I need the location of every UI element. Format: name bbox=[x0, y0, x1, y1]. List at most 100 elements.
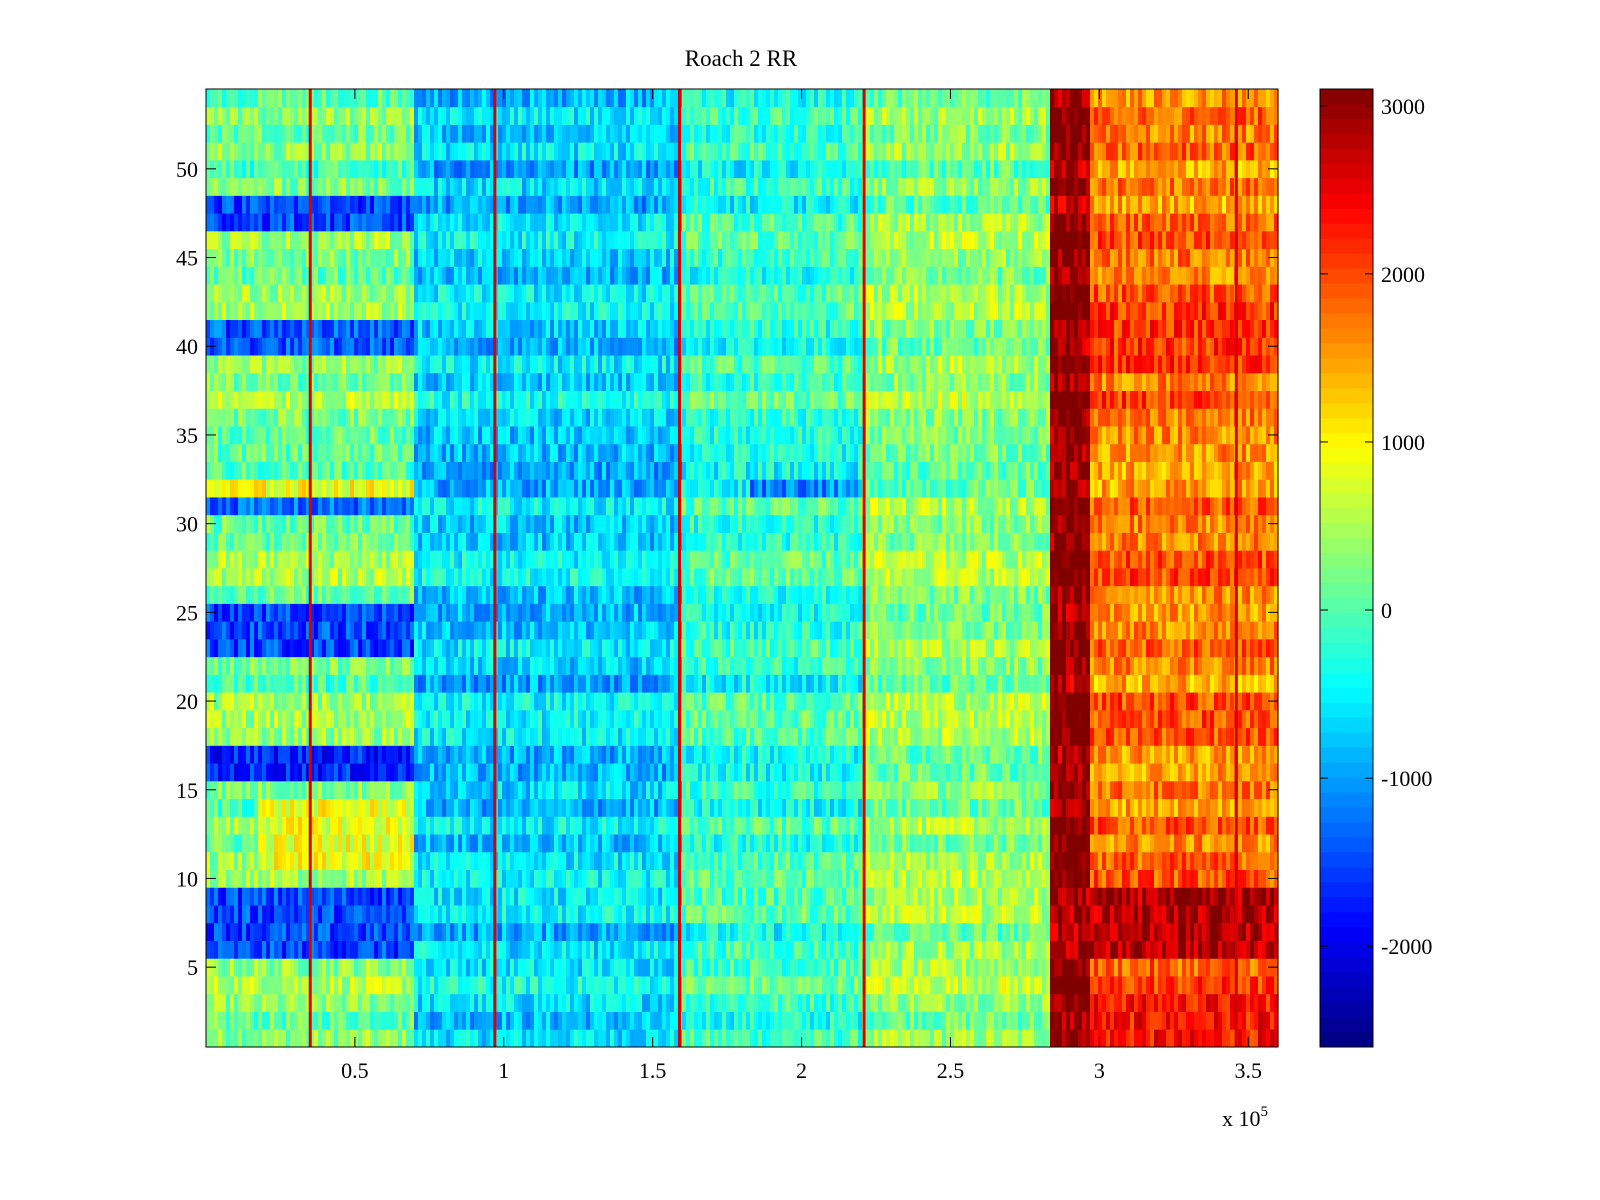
heatmap-cell bbox=[214, 958, 219, 977]
heatmap-cell bbox=[934, 887, 939, 906]
heatmap-cell bbox=[498, 922, 503, 941]
heatmap-cell bbox=[454, 922, 459, 941]
heatmap-cell bbox=[1126, 851, 1131, 870]
heatmap-cell bbox=[658, 780, 663, 800]
heatmap-cell bbox=[1138, 976, 1143, 995]
heatmap-cell bbox=[978, 976, 983, 995]
heatmap-cell bbox=[1154, 851, 1159, 870]
heatmap-cell bbox=[350, 869, 355, 888]
heatmap-cell bbox=[378, 993, 383, 1012]
heatmap-cell bbox=[1114, 905, 1119, 924]
heatmap-cell bbox=[1066, 745, 1071, 764]
heatmap-cell bbox=[610, 727, 615, 746]
heatmap-cell bbox=[970, 940, 975, 959]
heatmap-cell bbox=[1154, 993, 1159, 1012]
heatmap-cell bbox=[882, 869, 887, 888]
heatmap-cell bbox=[930, 1011, 935, 1030]
heatmap-cell bbox=[818, 1011, 823, 1030]
heatmap-cell bbox=[230, 869, 235, 888]
heatmap-cell bbox=[1074, 1011, 1079, 1030]
heatmap-cell bbox=[802, 834, 807, 853]
heatmap-cell bbox=[1154, 922, 1159, 941]
heatmap-cell bbox=[1062, 940, 1067, 959]
heatmap-cell bbox=[758, 940, 763, 959]
heatmap-cell bbox=[362, 780, 367, 800]
heatmap-cell bbox=[1034, 940, 1039, 959]
heatmap-cell bbox=[738, 798, 743, 817]
heatmap-cell bbox=[234, 958, 239, 977]
heatmap-cell bbox=[926, 745, 931, 764]
heatmap-cell bbox=[1254, 798, 1259, 817]
heatmap-cell bbox=[282, 798, 287, 817]
heatmap-cell bbox=[358, 1011, 363, 1030]
heatmap-cell bbox=[274, 780, 279, 800]
heatmap-cell bbox=[886, 940, 891, 959]
heatmap-cell bbox=[794, 816, 799, 835]
heatmap-cell bbox=[650, 816, 655, 835]
heatmap-cell bbox=[838, 1011, 843, 1030]
heatmap-cell bbox=[682, 869, 687, 888]
heatmap-cell bbox=[750, 780, 755, 800]
heatmap-cell bbox=[642, 709, 647, 729]
heatmap-cell bbox=[870, 958, 875, 977]
heatmap-cell bbox=[926, 798, 931, 817]
heatmap-cell bbox=[694, 940, 699, 959]
heatmap-cell bbox=[810, 763, 815, 782]
heatmap-cell bbox=[442, 958, 447, 977]
heatmap-cell bbox=[214, 709, 219, 729]
heatmap-cell bbox=[1130, 851, 1135, 870]
heatmap-cell bbox=[1094, 851, 1099, 870]
heatmap-cell bbox=[958, 798, 963, 817]
heatmap-cell bbox=[1146, 798, 1151, 817]
heatmap-cell bbox=[702, 780, 707, 800]
heatmap-cell bbox=[986, 816, 991, 835]
heatmap-cell bbox=[582, 709, 587, 729]
heatmap-cell bbox=[706, 745, 711, 764]
heatmap-cell bbox=[706, 798, 711, 817]
heatmap-cell bbox=[474, 922, 479, 941]
heatmap-cell bbox=[886, 1029, 891, 1048]
heatmap-cell bbox=[994, 798, 999, 817]
heatmap-cell bbox=[726, 905, 731, 924]
heatmap-cell bbox=[454, 905, 459, 924]
heatmap-cell bbox=[558, 940, 563, 959]
heatmap-cell bbox=[930, 976, 935, 995]
heatmap-cell bbox=[458, 940, 463, 959]
heatmap-cell bbox=[1006, 922, 1011, 941]
heatmap-cell bbox=[946, 798, 951, 817]
heatmap-cell bbox=[642, 851, 647, 870]
heatmap-cell bbox=[1094, 727, 1099, 746]
heatmap-cell bbox=[758, 709, 763, 729]
heatmap-cell bbox=[778, 851, 783, 870]
heatmap-cell bbox=[694, 709, 699, 729]
heatmap-cell bbox=[1038, 745, 1043, 764]
heatmap-cell bbox=[1178, 887, 1183, 906]
heatmap-cell bbox=[358, 851, 363, 870]
heatmap-cell bbox=[878, 869, 883, 888]
heatmap-cell bbox=[218, 1029, 223, 1048]
heatmap-cell bbox=[618, 763, 623, 782]
heatmap-cell bbox=[442, 709, 447, 729]
heatmap-cell bbox=[526, 745, 531, 764]
heatmap-cell bbox=[930, 905, 935, 924]
heatmap-cell bbox=[822, 851, 827, 870]
heatmap-cell bbox=[454, 869, 459, 888]
heatmap-cell bbox=[590, 834, 595, 853]
heatmap-cell bbox=[462, 1011, 467, 1030]
heatmap-cell bbox=[1138, 816, 1143, 835]
heatmap-cell bbox=[1086, 1029, 1091, 1048]
heatmap-cell bbox=[1106, 993, 1111, 1012]
heatmap-cell bbox=[622, 798, 627, 817]
heatmap-cell bbox=[858, 905, 863, 924]
heatmap-cell bbox=[922, 958, 927, 977]
heatmap-cell bbox=[1270, 763, 1275, 782]
heatmap-cell bbox=[1030, 993, 1035, 1012]
heatmap-cell bbox=[714, 905, 719, 924]
heatmap-cell bbox=[410, 993, 415, 1012]
heatmap-cell bbox=[1002, 869, 1007, 888]
heatmap-cell bbox=[1182, 922, 1187, 941]
heatmap-cell bbox=[942, 958, 947, 977]
heatmap-cell bbox=[1042, 869, 1047, 888]
heatmap-cell bbox=[254, 763, 259, 782]
heatmap-cell bbox=[398, 763, 403, 782]
